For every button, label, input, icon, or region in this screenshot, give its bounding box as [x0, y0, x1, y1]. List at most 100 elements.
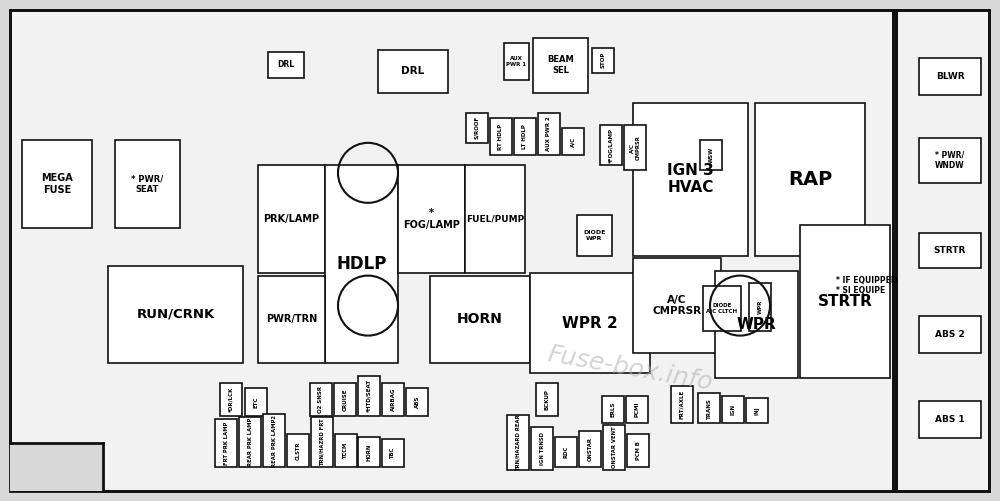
- Text: STOP: STOP: [600, 52, 606, 68]
- Bar: [749, 283, 771, 331]
- Bar: [715, 271, 798, 378]
- Text: RDC: RDC: [564, 446, 569, 458]
- Text: CLSTR: CLSTR: [296, 441, 300, 460]
- Bar: [382, 383, 404, 416]
- Bar: [562, 128, 584, 155]
- Bar: [602, 396, 624, 423]
- Text: * PWR/
SEAT: * PWR/ SEAT: [131, 174, 164, 194]
- Bar: [800, 225, 890, 378]
- Text: AUX PWR 2: AUX PWR 2: [546, 117, 552, 151]
- Bar: [919, 401, 981, 438]
- Text: RT HDLP: RT HDLP: [498, 123, 504, 150]
- Bar: [325, 165, 398, 363]
- Bar: [633, 103, 748, 256]
- Text: IGN: IGN: [730, 404, 736, 415]
- Text: AUX
PWR 1: AUX PWR 1: [507, 56, 526, 67]
- Text: TRANS: TRANS: [706, 398, 712, 419]
- Bar: [310, 383, 332, 416]
- Text: RUN/CRNK: RUN/CRNK: [136, 308, 215, 321]
- Text: * IF EQUIPPED
* SI EQUIPE: * IF EQUIPPED * SI EQUIPE: [836, 276, 897, 295]
- Text: ABS: ABS: [415, 396, 420, 408]
- Text: STRTR: STRTR: [818, 295, 872, 309]
- Bar: [533, 38, 588, 93]
- Text: ONSTAR: ONSTAR: [588, 437, 592, 461]
- Bar: [504, 43, 529, 80]
- Bar: [624, 125, 646, 170]
- Bar: [919, 316, 981, 353]
- Text: FRT/AXLE: FRT/AXLE: [680, 390, 684, 419]
- Bar: [287, 434, 309, 467]
- Bar: [627, 434, 649, 467]
- Text: PRK/LAMP: PRK/LAMP: [263, 214, 320, 224]
- Bar: [215, 419, 237, 467]
- Bar: [722, 396, 744, 423]
- Bar: [555, 437, 577, 467]
- Text: PCMI: PCMI: [635, 402, 640, 417]
- Bar: [592, 48, 614, 73]
- Text: INJ: INJ: [755, 406, 760, 415]
- Text: DIODE
WPR: DIODE WPR: [583, 230, 606, 241]
- Bar: [358, 376, 380, 416]
- Text: CRUISE: CRUISE: [343, 388, 348, 411]
- Bar: [311, 417, 333, 467]
- Bar: [538, 113, 560, 155]
- Bar: [919, 138, 981, 183]
- Text: * PWR/
WNDW: * PWR/ WNDW: [935, 151, 965, 170]
- Bar: [382, 439, 404, 467]
- Bar: [746, 398, 768, 423]
- Text: FUEL/PUMP: FUEL/PUMP: [466, 215, 524, 223]
- Bar: [22, 140, 92, 228]
- Text: TRN/HAZRD FRT: TRN/HAZRD FRT: [320, 418, 324, 466]
- Bar: [398, 165, 465, 273]
- Bar: [633, 258, 721, 353]
- Bar: [430, 276, 530, 363]
- Text: *DR/LCK: *DR/LCK: [228, 387, 234, 412]
- Text: ETC: ETC: [254, 396, 258, 408]
- Text: S/ROOF: S/ROOF: [475, 116, 480, 139]
- Text: ABS 2: ABS 2: [935, 330, 965, 339]
- Bar: [108, 266, 243, 363]
- Text: *
FOG/LAMP: * FOG/LAMP: [403, 208, 460, 230]
- Text: WSW: WSW: [708, 147, 714, 163]
- Text: HORN: HORN: [457, 313, 503, 326]
- Text: WPR: WPR: [758, 300, 763, 314]
- Bar: [896, 10, 989, 491]
- Bar: [698, 393, 720, 423]
- Text: STRTR: STRTR: [934, 246, 966, 255]
- Bar: [466, 113, 488, 143]
- Bar: [258, 276, 325, 363]
- Bar: [220, 383, 242, 416]
- Text: BEAM
SEL: BEAM SEL: [547, 56, 574, 75]
- Bar: [531, 427, 553, 470]
- Text: A/C
CMPRSR: A/C CMPRSR: [630, 135, 640, 160]
- Text: PWR/TRN: PWR/TRN: [266, 315, 317, 324]
- Text: HORN: HORN: [366, 443, 372, 460]
- Text: WPR: WPR: [737, 317, 776, 332]
- Bar: [334, 383, 356, 416]
- Bar: [703, 286, 741, 331]
- Bar: [577, 215, 612, 256]
- Bar: [671, 386, 693, 423]
- Text: DIODE
A/C CLTCH: DIODE A/C CLTCH: [706, 303, 738, 314]
- Bar: [239, 417, 261, 467]
- Bar: [600, 125, 622, 165]
- Bar: [245, 388, 267, 416]
- Text: *HTD/SEAT: *HTD/SEAT: [366, 379, 372, 412]
- Text: ABS 1: ABS 1: [935, 415, 965, 424]
- Bar: [700, 140, 722, 170]
- Text: A/C
CMPRSR: A/C CMPRSR: [652, 295, 702, 317]
- Text: HDLP: HDLP: [336, 256, 387, 273]
- Bar: [755, 103, 865, 256]
- Bar: [626, 396, 648, 423]
- Text: FRT PRK LAMP: FRT PRK LAMP: [224, 421, 228, 465]
- Text: IGN TRNSD: IGN TRNSD: [540, 432, 544, 465]
- Text: TRN/HAZARD REAR: TRN/HAZARD REAR: [516, 414, 520, 471]
- Text: BLWR: BLWR: [936, 72, 964, 81]
- Text: DRL: DRL: [401, 67, 425, 76]
- Text: BCKUP: BCKUP: [544, 389, 550, 410]
- Text: RAP: RAP: [788, 170, 832, 188]
- Bar: [536, 383, 558, 416]
- Bar: [465, 165, 525, 273]
- Bar: [579, 431, 601, 467]
- Bar: [507, 415, 529, 470]
